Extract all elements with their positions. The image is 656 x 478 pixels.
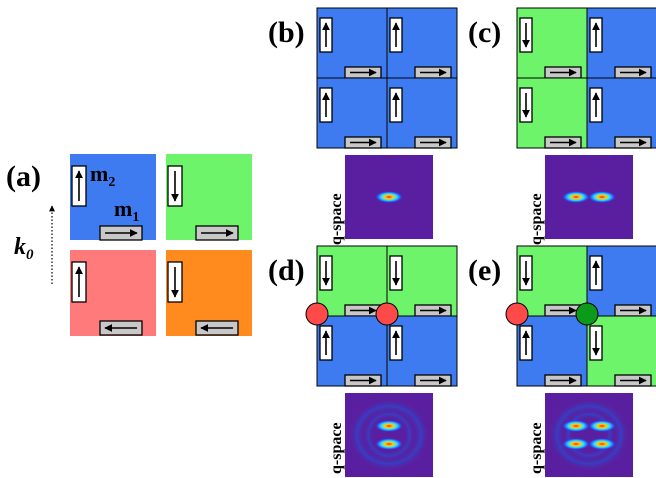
vertical-moment-icon [389, 87, 403, 123]
panel-a: (a) k0 m2 m1 [6, 154, 252, 336]
horizontal-moment-icon [544, 374, 582, 387]
vertical-moment-icon [519, 17, 533, 53]
horizontal-moment-icon [544, 136, 582, 149]
panel-d-lattice [305, 245, 458, 387]
qspace-maps [345, 155, 633, 477]
panel-c-lattice [516, 7, 656, 149]
vertical-moment-icon [589, 17, 603, 53]
panel-d-qspace-map [345, 393, 433, 477]
lattice-grids [305, 7, 656, 387]
vertical-moment-icon [519, 255, 533, 291]
panel-b-lattice [316, 7, 458, 149]
vertical-moment-icon [167, 261, 183, 303]
panel-d-label: (d) [268, 254, 305, 287]
horizontal-moment-icon [614, 66, 652, 79]
vertical-moment-icon [389, 17, 403, 53]
panel-c-label: (c) [468, 16, 501, 49]
qspace-peak [588, 420, 616, 432]
horizontal-moment-icon [344, 374, 382, 387]
horizontal-moment-icon [414, 304, 452, 317]
horizontal-moment-icon [414, 136, 452, 149]
panel-d-qspace-label: q-space [328, 422, 345, 474]
vertical-moment-icon [589, 325, 603, 361]
horizontal-moment-icon [414, 374, 452, 387]
horizontal-moment-icon [544, 66, 582, 79]
horizontal-moment-icon [99, 225, 143, 241]
panel-a-moments [71, 165, 239, 336]
panel-a-label: (a) [6, 160, 41, 193]
vertical-moment-icon [519, 87, 533, 123]
vertical-moment-icon [389, 255, 403, 291]
vertical-moment-icon [167, 165, 183, 207]
qspace-peak [375, 438, 403, 450]
vertical-moment-icon [71, 165, 87, 207]
qspace-peak [588, 191, 616, 203]
vertical-moment-icon [319, 87, 333, 123]
qspace-peak [588, 438, 616, 450]
panel-b-qspace-map [345, 155, 433, 239]
qspace-peak [562, 191, 590, 203]
wavevector-label: k0 [14, 234, 34, 263]
horizontal-moment-icon [414, 66, 452, 79]
horizontal-moment-icon [344, 66, 382, 79]
panel-c-qspace-map [545, 155, 633, 239]
moment-1-label: m1 [114, 196, 139, 225]
horizontal-moment-icon [614, 136, 652, 149]
moment-2-label: m2 [90, 161, 115, 190]
panel-e-label: (e) [468, 254, 501, 287]
panel-e-lattice [505, 245, 656, 387]
defect-marker-icon [375, 302, 399, 326]
defect-marker-icon [505, 302, 529, 326]
panel-e-qspace-map [545, 393, 633, 477]
horizontal-moment-icon [344, 136, 382, 149]
vertical-moment-icon [589, 87, 603, 123]
panel-c-qspace-label: q-space [528, 193, 545, 245]
vertical-moment-icon [71, 261, 87, 303]
horizontal-moment-icon [99, 320, 143, 336]
vertical-moment-icon [319, 325, 333, 361]
qspace-peak [375, 420, 403, 432]
horizontal-moment-icon [195, 225, 239, 241]
qspace-peak [375, 191, 403, 203]
panel-b-qspace-label: q-space [328, 193, 345, 245]
panel-b-label: (b) [268, 16, 305, 49]
vertical-moment-icon [589, 255, 603, 291]
horizontal-moment-icon [614, 374, 652, 387]
horizontal-moment-icon [614, 304, 652, 317]
defect-marker-icon [305, 302, 329, 326]
vertical-moment-icon [319, 255, 333, 291]
vertical-moment-icon [389, 325, 403, 361]
vertical-moment-icon [519, 325, 533, 361]
panel-e-qspace-label: q-space [528, 422, 545, 474]
qspace-peak [562, 438, 590, 450]
vertical-moment-icon [319, 17, 333, 53]
defect-marker-icon [575, 302, 599, 326]
horizontal-moment-icon [195, 320, 239, 336]
qspace-peak [562, 420, 590, 432]
